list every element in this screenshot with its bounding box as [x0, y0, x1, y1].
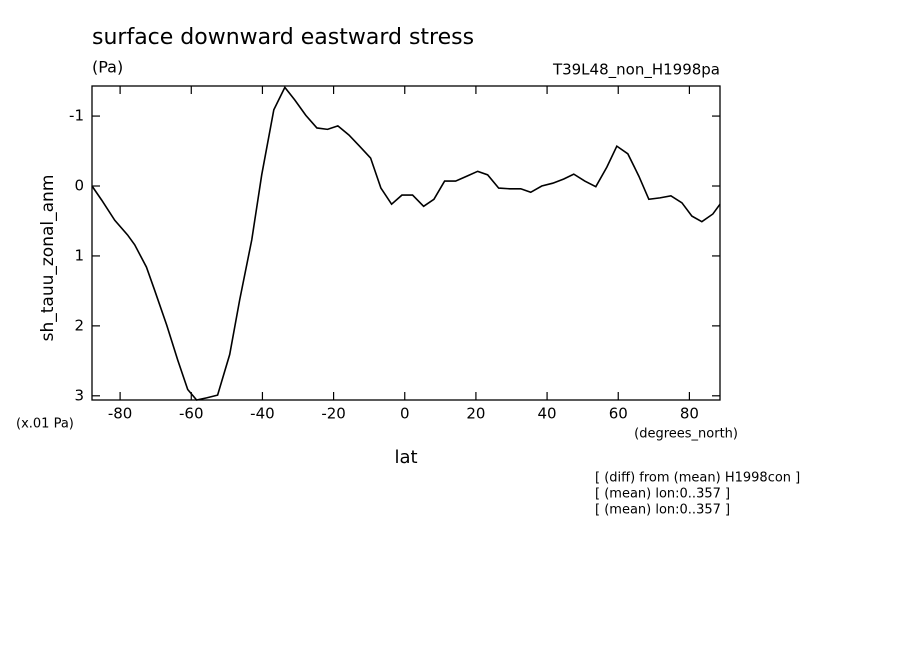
y-tick-label: 2 [74, 316, 84, 334]
x-tick-label: 40 [538, 405, 557, 423]
note: [ (mean) lon:0..357 ] [595, 487, 730, 502]
data-line [91, 85, 721, 401]
x-axis-label: lat [394, 447, 417, 468]
units: (Pa) [92, 58, 123, 77]
run-label: T39L48_non_H1998pa [552, 61, 720, 80]
x-tick-label: -20 [321, 405, 346, 423]
chart-title: surface downward eastward stress [92, 25, 474, 50]
y-tick-label: 3 [74, 386, 84, 404]
x-tick-label: 80 [680, 405, 699, 423]
x-tick-label: -40 [250, 405, 275, 423]
x-tick-label: 20 [466, 405, 485, 423]
x-units: (degrees_north) [634, 427, 738, 442]
y-tick-label: 1 [74, 246, 84, 264]
y-tick-label: -1 [69, 107, 84, 125]
plot-frame [91, 85, 721, 401]
x-tick-label: -60 [179, 405, 204, 423]
note: [ (diff) from (mean) H1998con ] [595, 471, 800, 486]
x-tick-label: -80 [108, 405, 133, 423]
x-tick-label: 0 [400, 405, 410, 423]
y-tick-label: 0 [74, 177, 84, 195]
y-scale-note: (x.01 Pa) [16, 417, 74, 432]
y-axis-label: sh_tauu_zonal_anm [38, 175, 58, 342]
x-tick-label: 60 [609, 405, 628, 423]
note: [ (mean) lon:0..357 ] [595, 503, 730, 518]
